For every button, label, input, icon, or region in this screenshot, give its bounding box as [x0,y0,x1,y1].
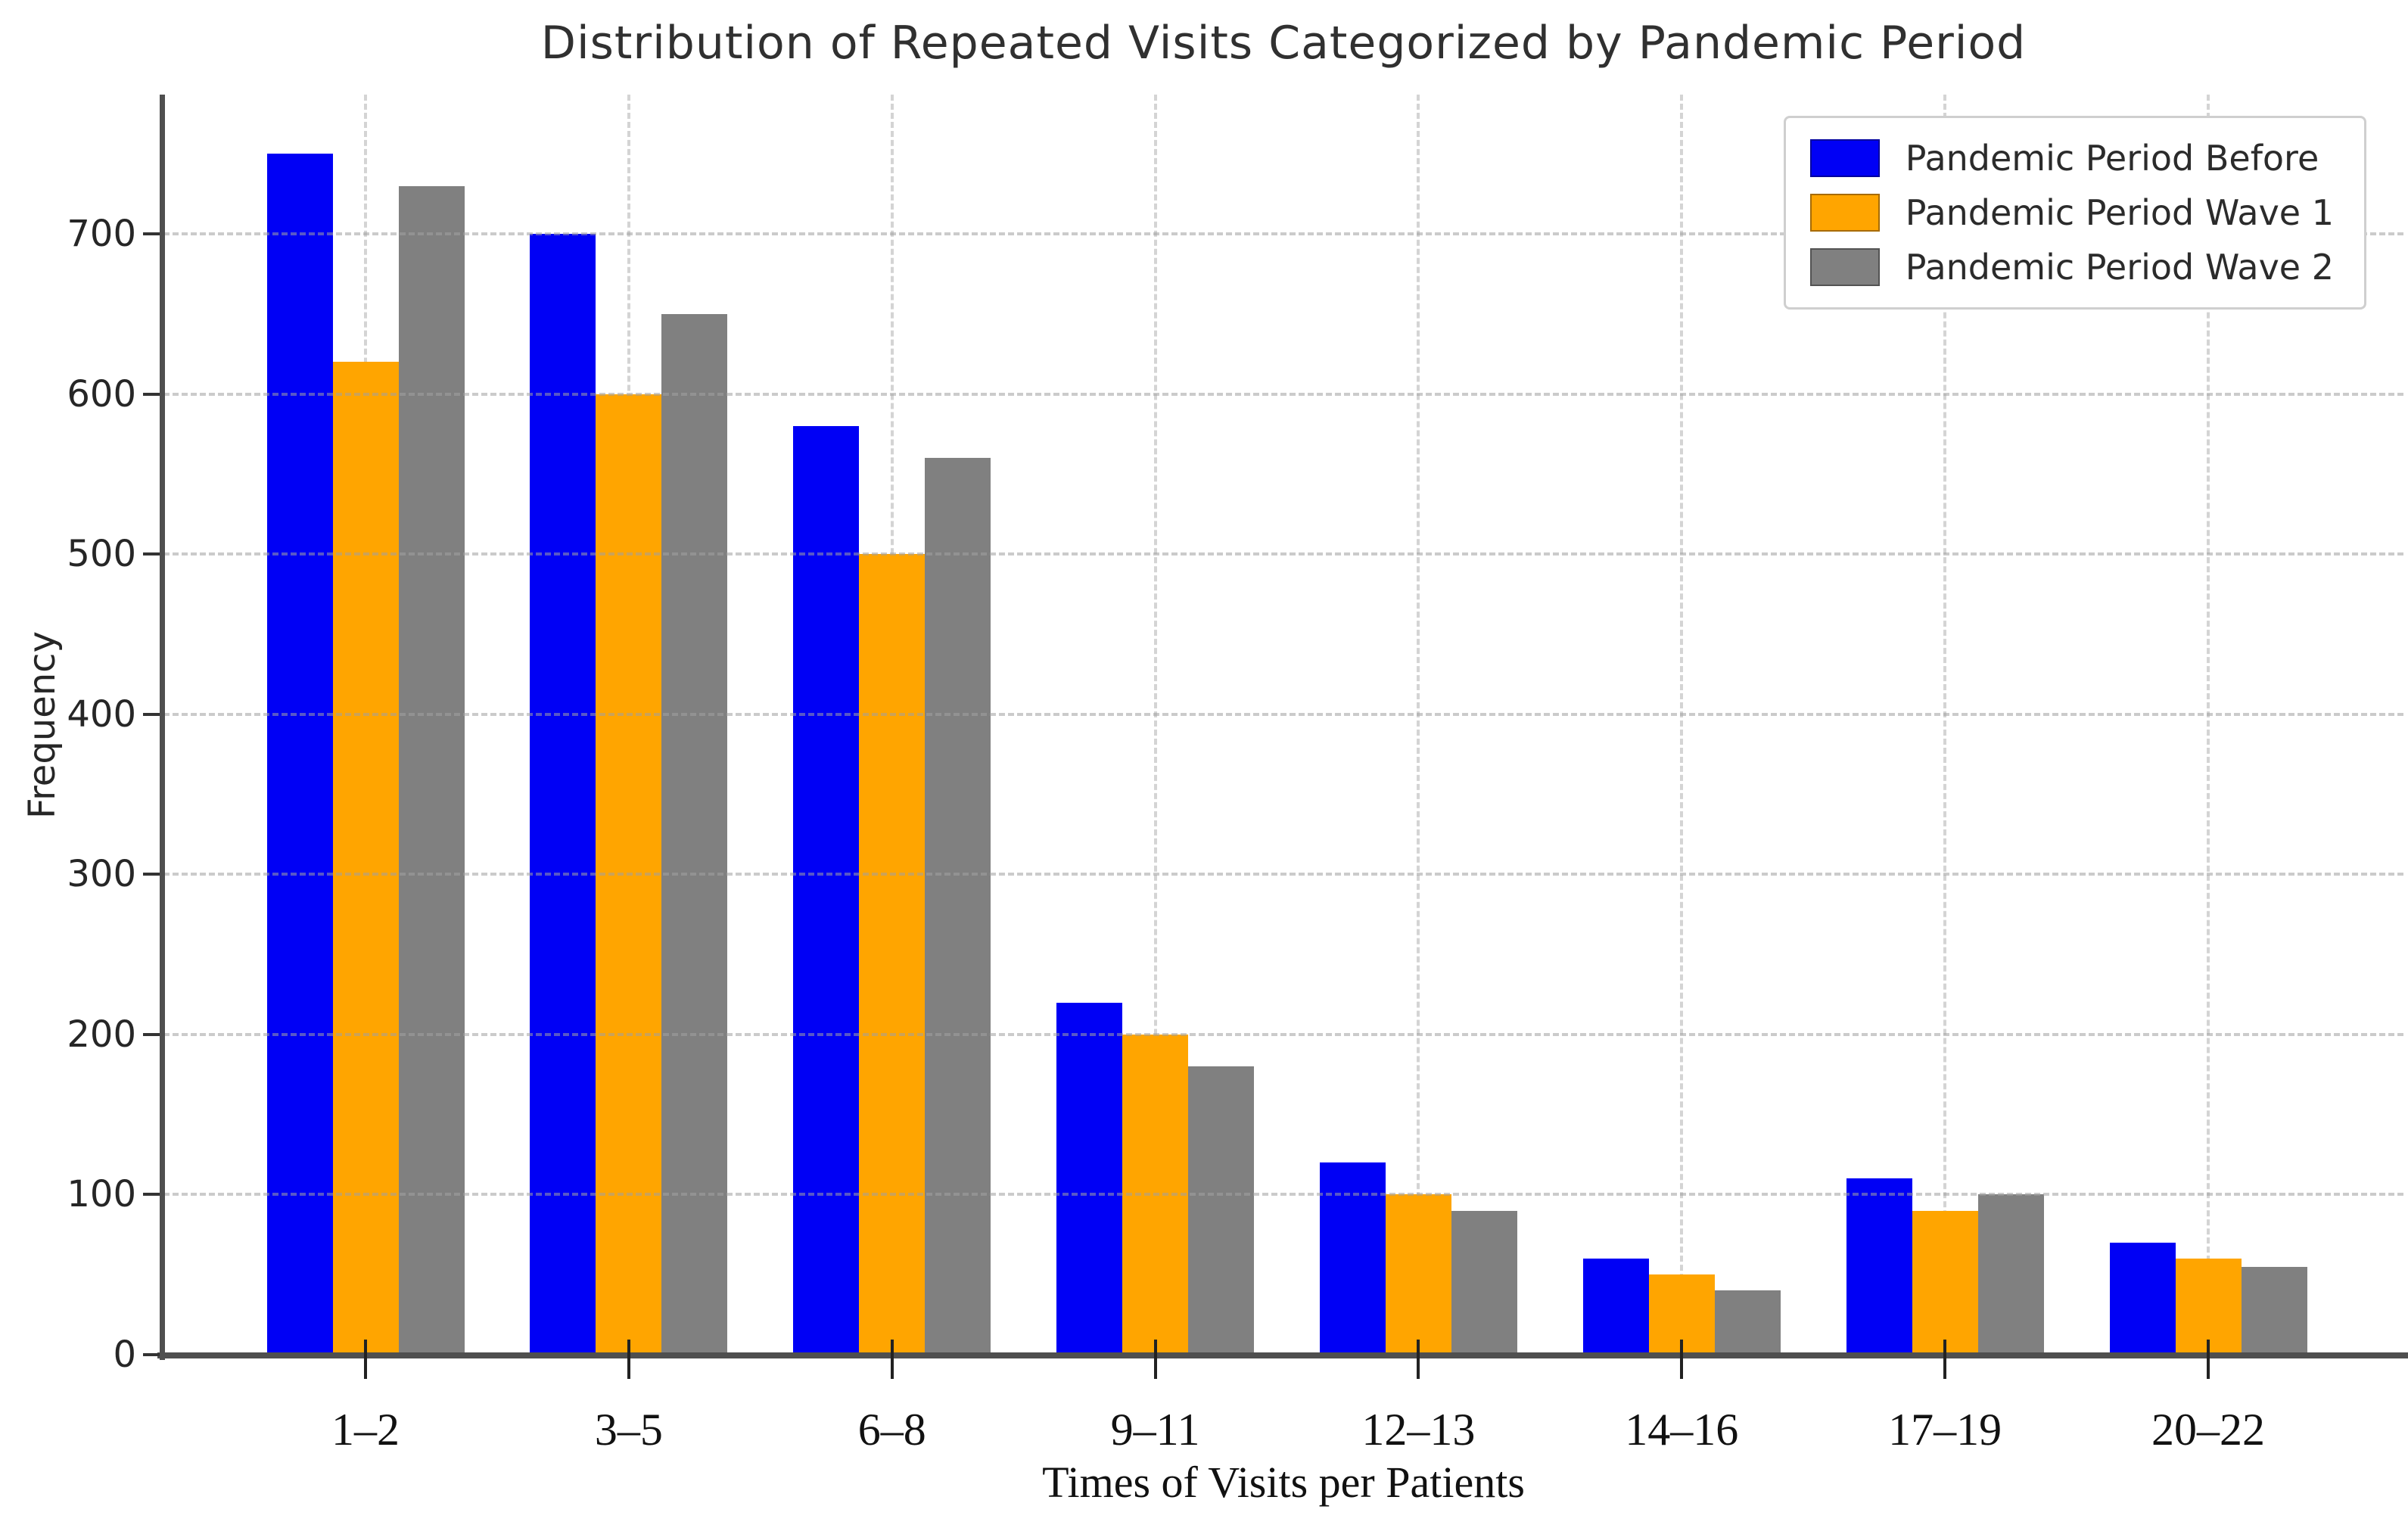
bar-series1-cat5 [1320,1162,1386,1355]
y-tick-label: 300 [67,853,136,896]
x-tick-mark-3 [890,1340,894,1379]
y-tick-mark-300 [143,873,160,876]
y-tick-mark-600 [143,392,160,396]
x-tick-label: 9–11 [1110,1405,1200,1455]
x-tick-label: 12–13 [1361,1405,1476,1455]
h-gridline-700 [163,232,2403,236]
bar-series3-cat2 [661,314,727,1355]
bar-series3-cat5 [1451,1211,1517,1355]
h-gridline-200 [163,1032,2403,1036]
x-tick-mark-5 [1417,1340,1420,1379]
x-tick-label: 3–5 [594,1405,663,1455]
chart-title: Distribution of Repeated Visits Categori… [540,17,2027,70]
y-tick-mark-200 [143,1032,160,1036]
y-tick-label: 700 [67,213,136,256]
y-tick-mark-700 [143,232,160,236]
x-tick-mark-4 [1153,1340,1157,1379]
bar-series2-cat7 [1912,1211,1978,1355]
bar-series3-cat4 [1188,1066,1254,1355]
bar-series2-cat8 [2176,1259,2242,1355]
h-gridline-400 [163,712,2403,716]
y-tick-mark-0 [143,1353,160,1356]
y-tick-label: 0 [113,1333,136,1376]
legend-label: Pandemic Period Before [1905,138,2319,179]
y-tick-mark-500 [143,552,160,556]
x-tick-label: 6–8 [857,1405,926,1455]
x-tick-mark-2 [627,1340,630,1379]
x-axis-spine [157,1352,2408,1358]
bar-series1-cat1 [267,154,333,1355]
legend-swatch-2 [1809,194,1880,232]
y-tick-mark-100 [143,1193,160,1197]
legend-item-2: Pandemic Period Wave 1 [1809,192,2334,233]
bar-series3-cat3 [925,458,991,1355]
x-tick-mark-7 [1943,1340,1947,1379]
h-gridline-500 [163,552,2403,556]
legend-item-1: Pandemic Period Before [1809,138,2334,179]
bar-series1-cat7 [1846,1178,1912,1355]
x-axis-label: Times of Visits per Patients [1042,1458,1525,1507]
bar-series1-cat4 [1056,1003,1122,1355]
bar-series1-cat6 [1583,1259,1649,1355]
bar-series3-cat1 [399,186,465,1355]
x-tick-label: 17–19 [1888,1405,2002,1455]
bar-series3-cat6 [1715,1290,1781,1355]
legend-label: Pandemic Period Wave 1 [1905,192,2334,233]
v-gridline-5 [1417,95,1420,1352]
bar-series2-cat1 [333,362,399,1355]
x-tick-label: 1–2 [331,1405,400,1455]
y-tick-label: 200 [67,1013,136,1056]
v-gridline-8 [2207,95,2210,1352]
bar-series3-cat7 [1978,1194,2044,1355]
bar-series1-cat8 [2110,1243,2176,1355]
y-tick-label: 100 [67,1173,136,1216]
bar-series2-cat3 [859,554,925,1355]
h-gridline-300 [163,873,2403,876]
v-gridline-4 [1153,95,1157,1352]
x-tick-label: 14–16 [1625,1405,1739,1455]
bar-series1-cat2 [530,234,596,1355]
v-gridline-7 [1943,95,1947,1352]
h-gridline-600 [163,392,2403,396]
bar-series2-cat5 [1386,1194,1451,1355]
y-tick-label: 500 [67,533,136,576]
bar-series1-cat3 [793,426,859,1355]
bar-series3-cat8 [2242,1267,2307,1355]
legend-item-3: Pandemic Period Wave 2 [1809,247,2334,288]
x-tick-mark-1 [364,1340,367,1379]
y-tick-label: 600 [67,372,136,415]
plot-area: 0 100 200 300 400 500 600 700 1–2 3–5 6–8 9–11 12–13… [67,95,2408,1455]
legend-swatch-1 [1809,139,1880,177]
legend: Pandemic Period Before Pandemic Period Wa… [1783,116,2366,310]
x-tick-mark-6 [1680,1340,1684,1379]
v-gridline-6 [1680,95,1684,1352]
legend-swatch-3 [1809,248,1880,286]
y-axis-spine [160,95,165,1360]
x-tick-mark-8 [2207,1340,2210,1379]
y-tick-mark-400 [143,712,160,716]
h-gridline-100 [163,1193,2403,1197]
legend-label: Pandemic Period Wave 2 [1905,247,2334,288]
y-tick-label: 400 [67,692,136,736]
x-tick-label: 20–22 [2151,1405,2265,1455]
